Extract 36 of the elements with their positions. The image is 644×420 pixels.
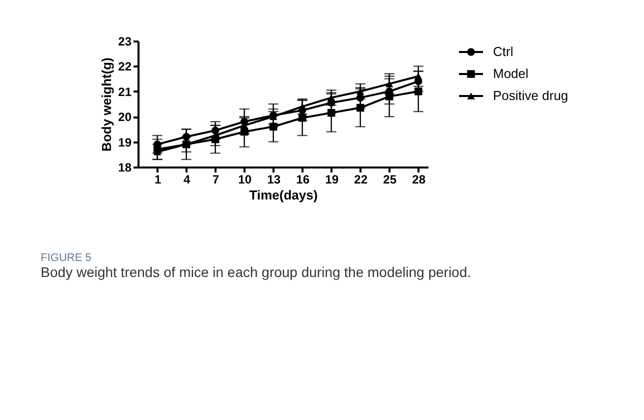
y-tick-label: 18 — [118, 160, 132, 174]
x-tick-label: 4 — [183, 172, 190, 186]
point — [211, 126, 220, 134]
x-tick-label: 19 — [325, 172, 339, 186]
point — [327, 108, 336, 117]
point — [414, 88, 422, 96]
point — [356, 88, 364, 95]
legend-label: Ctrl — [493, 44, 514, 59]
y-tick-label: 19 — [118, 135, 132, 150]
point — [356, 104, 364, 112]
y-axis-title: Body weight(g) — [99, 58, 114, 152]
point — [414, 72, 422, 80]
x-tick-label: 22 — [354, 172, 368, 186]
point — [385, 80, 394, 88]
point — [269, 122, 278, 131]
point — [182, 132, 190, 141]
point — [298, 103, 306, 110]
x-tick-label: 25 — [383, 172, 397, 186]
x-tick-label: 16 — [296, 172, 310, 186]
x-tick-label: 13 — [267, 172, 281, 186]
y-tick-label: 21 — [118, 84, 132, 99]
point — [298, 114, 306, 122]
y-tick-label: 20 — [118, 110, 132, 124]
point — [385, 92, 394, 100]
x-tick-label: 1 — [154, 172, 162, 186]
x-tick-label: 10 — [238, 172, 252, 186]
legend-label: Positive drug — [493, 88, 568, 103]
text: Body weight trends of mice in each group during the modeling period. — [40, 264, 472, 280]
y-tick-label: 23 — [118, 34, 132, 48]
x-tick-label: 7 — [212, 172, 220, 186]
x-axis-title: Time(days) — [249, 188, 318, 202]
point — [327, 94, 336, 102]
caption: FIGURE 5 — [40, 252, 92, 264]
y-tick-label: 22 — [118, 60, 132, 74]
legend-label: Model — [493, 66, 529, 81]
x-tick-label: 28 — [412, 172, 426, 186]
